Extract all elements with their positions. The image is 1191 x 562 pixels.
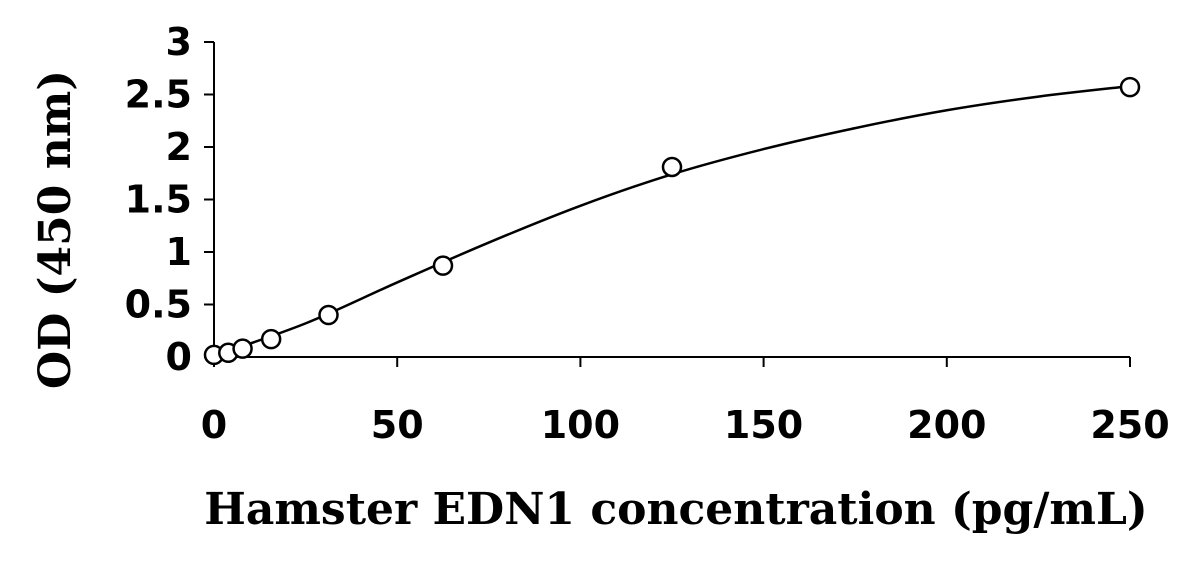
y-tick-label: 0.5 xyxy=(125,283,192,327)
data-point xyxy=(1119,76,1141,98)
y-tick-label: 2.5 xyxy=(125,73,192,117)
y-tick-label: 1.5 xyxy=(125,178,192,222)
data-point xyxy=(232,338,253,359)
y-tick-label: 2 xyxy=(166,125,192,169)
y-axis-title: OD (450 nm) xyxy=(30,70,81,389)
x-tick-label: 250 xyxy=(1090,403,1169,447)
x-axis-title: Hamster EDN1 concentration (pg/mL) xyxy=(204,484,1147,535)
x-tick-label: 50 xyxy=(371,403,424,447)
fit-curve-line xyxy=(213,84,1131,358)
x-axis-ticks: 0 50 100 150 200 250 xyxy=(201,357,1170,447)
x-tick-label: 150 xyxy=(724,403,803,447)
x-tick-label: 0 xyxy=(201,403,227,447)
data-point xyxy=(260,328,282,350)
data-point xyxy=(432,255,454,276)
y-tick-label: 0 xyxy=(166,335,192,379)
y-tick-label: 1 xyxy=(166,230,192,274)
data-points xyxy=(203,76,1141,366)
y-tick-label: 3 xyxy=(166,20,192,64)
data-point xyxy=(318,304,339,326)
data-point xyxy=(661,156,683,178)
y-axis-ticks: 0 0.5 1 1.5 2 2.5 3 xyxy=(125,20,214,379)
x-tick-label: 100 xyxy=(541,403,620,447)
x-tick-label: 200 xyxy=(907,403,986,447)
